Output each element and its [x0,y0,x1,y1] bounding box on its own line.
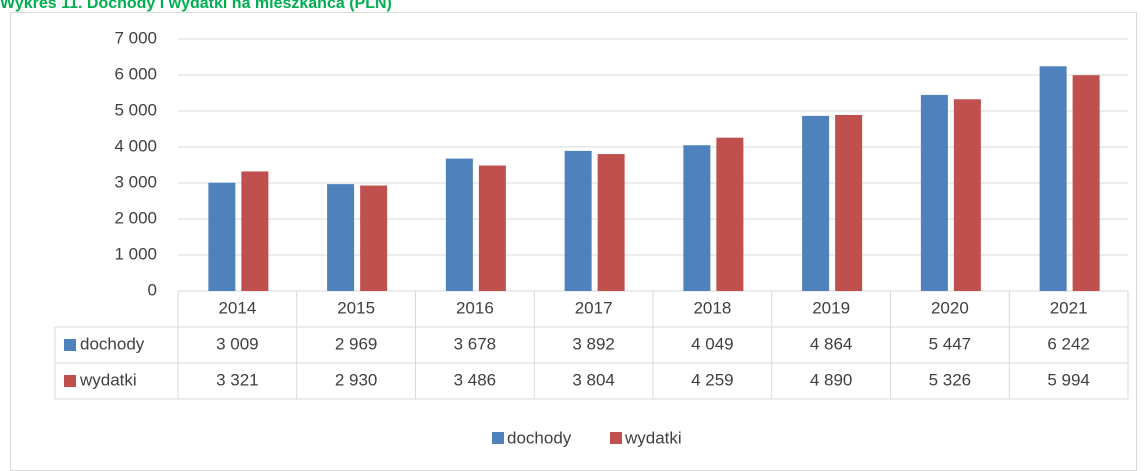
table-value: 5 994 [1047,370,1090,389]
legend-key [492,432,504,444]
table-value: 2 969 [335,334,378,353]
legend-label: dochody [507,428,572,447]
y-tick-label: 5 000 [114,100,157,119]
x-tick-label: 2014 [218,298,256,317]
table-value: 4 049 [691,334,734,353]
y-tick-label: 3 000 [114,172,157,191]
bar [327,184,355,291]
bar [716,137,744,291]
bar [835,114,863,292]
table-value: 5 326 [929,370,972,389]
table-value: 6 242 [1047,334,1090,353]
chart-title: Wykres 11. Dochody i wydatki na mieszkań… [0,0,392,12]
y-tick-label: 0 [148,280,157,299]
bar [241,171,269,291]
table-value: 3 486 [454,370,497,389]
x-tick-label: 2021 [1050,298,1088,317]
bar [802,115,830,292]
table-value: 4 890 [810,370,853,389]
table-value: 4 259 [691,370,734,389]
x-tick-label: 2015 [337,298,375,317]
y-tick-label: 6 000 [114,64,157,83]
table-row-label: wydatki [79,370,137,389]
table-value: 2 930 [335,370,378,389]
x-tick-label: 2020 [931,298,969,317]
table-legend-key [64,375,76,387]
bar [597,154,625,291]
x-tick-label: 2018 [693,298,731,317]
bar [1072,75,1100,291]
bar [920,94,948,292]
y-tick-label: 4 000 [114,136,157,155]
table-value: 5 447 [929,334,972,353]
table-legend-key [64,339,76,351]
table-value: 3 678 [454,334,497,353]
bar [208,182,236,291]
table-value: 3 321 [216,370,259,389]
x-tick-label: 2016 [456,298,494,317]
table-value: 4 864 [810,334,853,353]
legend-key [610,432,622,444]
bar [953,99,981,291]
table-row-label: dochody [80,334,145,353]
bar [564,150,592,291]
bar [445,158,473,291]
y-tick-label: 2 000 [114,208,157,227]
x-tick-label: 2017 [575,298,613,317]
table-value: 3 804 [572,370,615,389]
y-tick-label: 1 000 [114,244,157,263]
bar [478,165,506,291]
x-tick-label: 2019 [812,298,850,317]
table-value: 3 009 [216,334,259,353]
bar [360,185,388,291]
table-value: 3 892 [572,334,615,353]
legend-label: wydatki [624,428,682,447]
y-tick-label: 7 000 [114,28,157,47]
bar [683,145,711,291]
bar [1039,66,1067,292]
